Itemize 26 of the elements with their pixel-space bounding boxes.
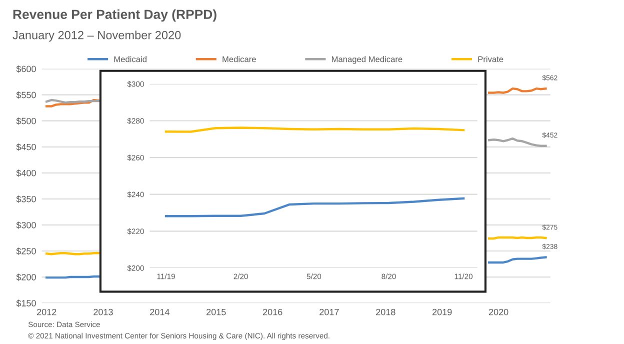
y-tick-label: $450: [16, 143, 36, 151]
chart-title: Revenue Per Patient Day (RPPD): [13, 9, 216, 22]
x-tick-label: 2018: [376, 308, 396, 316]
y-tick-label: $200: [16, 274, 36, 281]
y-tick-label: $500: [16, 117, 36, 125]
chart-subtitle: January 2012 – November 2020: [12, 30, 181, 42]
x-tick-label: 2016: [262, 308, 282, 316]
x-tick-label: 2012: [37, 308, 56, 316]
y-tick-label: $250: [16, 248, 36, 255]
y-tick-label: $300: [16, 222, 36, 229]
y-tick-label: $400: [16, 170, 36, 177]
x-tick-label: 2015: [206, 308, 226, 316]
line-series: [164, 197, 465, 218]
y-tick-label: $550: [16, 91, 36, 99]
y-tick-label: $350: [16, 196, 36, 203]
x-tick-label: 2020: [488, 308, 508, 316]
legend-label: Medicare: [222, 56, 256, 62]
y-tick-label: $600: [16, 65, 36, 73]
x-tick-label: 2019: [432, 308, 452, 316]
legend-label: Private: [478, 56, 504, 62]
legend-label: Medicaid: [114, 56, 146, 62]
x-tick-label: 2017: [320, 308, 339, 316]
legend-label: Managed Medicare: [332, 56, 402, 64]
x-tick-label: 2014: [150, 308, 170, 316]
x-tick-label: 2013: [94, 308, 113, 316]
y-tick-label: $150: [16, 300, 36, 307]
